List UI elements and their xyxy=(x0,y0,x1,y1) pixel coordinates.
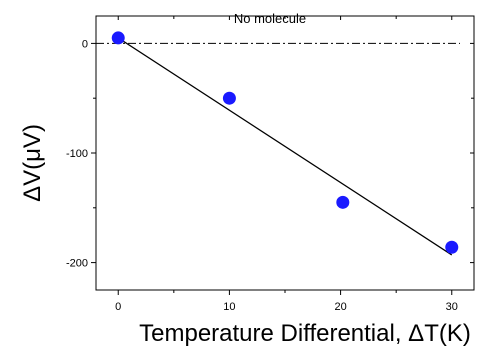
x-tick-label: 0 xyxy=(115,301,121,313)
plot-frame xyxy=(96,16,474,290)
y-tick-label: 0 xyxy=(82,38,88,50)
data-point xyxy=(336,196,349,209)
x-axis-tick-labels: 0 10 20 30 xyxy=(115,301,458,313)
y-tick-label: -200 xyxy=(66,258,88,270)
plot-area xyxy=(96,16,474,290)
y-axis-title: ΔV(μV) xyxy=(19,124,46,202)
data-point xyxy=(112,31,125,44)
data-point xyxy=(445,241,458,254)
data-points xyxy=(112,31,459,253)
x-axis-ticks xyxy=(118,16,452,295)
fit-line-layer xyxy=(118,38,452,255)
x-tick-label: 30 xyxy=(446,301,458,313)
fit-line xyxy=(118,38,452,255)
x-tick-label: 20 xyxy=(334,301,346,313)
x-tick-label: 10 xyxy=(223,301,235,313)
data-point xyxy=(223,92,236,105)
x-axis-title: Temperature Differential, ΔT(K) xyxy=(139,320,471,347)
no-molecule-annotation: No molecule xyxy=(234,11,306,26)
y-axis-tick-labels: 0 -100 -200 xyxy=(66,38,88,269)
y-axis-ticks xyxy=(91,43,474,262)
y-tick-label: -100 xyxy=(66,148,88,160)
